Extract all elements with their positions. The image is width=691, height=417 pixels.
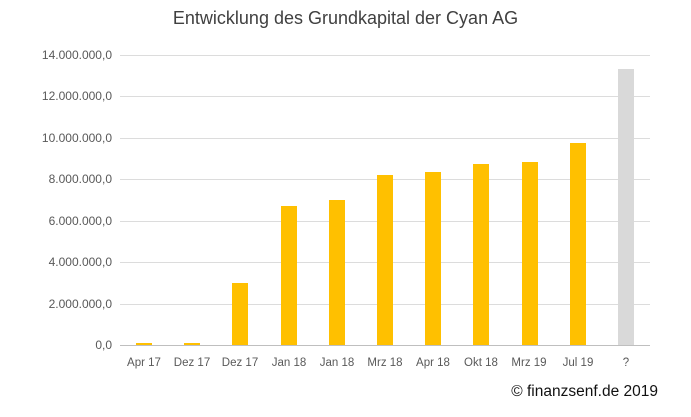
bar-dez-17 xyxy=(232,283,248,345)
x-tick-label: Okt 18 xyxy=(464,357,498,369)
bar-apr-17 xyxy=(136,343,152,345)
gridline xyxy=(120,55,650,56)
x-tick-label: Apr 17 xyxy=(127,357,161,369)
x-axis-line xyxy=(120,345,650,346)
x-tick-label: Mrz 19 xyxy=(511,357,547,369)
bar-jul-19 xyxy=(570,143,586,345)
x-tick-label: Dez 17 xyxy=(173,357,211,369)
x-tick-label: ? xyxy=(622,357,630,369)
x-tick-label: Apr 18 xyxy=(416,357,450,369)
x-tick-label: Jan 18 xyxy=(271,357,307,369)
gridline xyxy=(120,96,650,97)
y-tick-label: 14.000.000,0 xyxy=(41,48,112,62)
bar-dez-17 xyxy=(184,343,200,345)
y-tick-label: 2.000.000,0 xyxy=(48,297,112,311)
bar-okt-18 xyxy=(473,164,489,345)
bar-jan-18 xyxy=(329,200,345,345)
y-tick-label: 8.000.000,0 xyxy=(48,172,112,186)
chart-title: Entwicklung des Grundkapital der Cyan AG xyxy=(172,8,519,28)
gridline xyxy=(120,138,650,139)
y-tick-label: 6.000.000,0 xyxy=(48,214,112,228)
x-tick-label: Mrz 18 xyxy=(367,357,403,369)
bar-jan-18 xyxy=(281,206,297,345)
bar-? xyxy=(618,69,634,345)
x-tick-label: Jul 19 xyxy=(562,357,594,369)
y-tick-label: 0,0 xyxy=(95,338,112,352)
x-tick-label: Jan 18 xyxy=(319,357,355,369)
x-tick-label: Dez 17 xyxy=(221,357,259,369)
bar-mrz-18 xyxy=(377,175,393,345)
copyright-watermark: © finanzsenf.de 2019 xyxy=(511,383,658,400)
y-tick-label: 12.000.000,0 xyxy=(41,89,112,103)
y-tick-label: 10.000.000,0 xyxy=(41,131,112,145)
y-tick-label: 4.000.000,0 xyxy=(48,255,112,269)
plot-area xyxy=(120,55,650,346)
bar-mrz-19 xyxy=(522,162,538,345)
bar-apr-18 xyxy=(425,172,441,345)
